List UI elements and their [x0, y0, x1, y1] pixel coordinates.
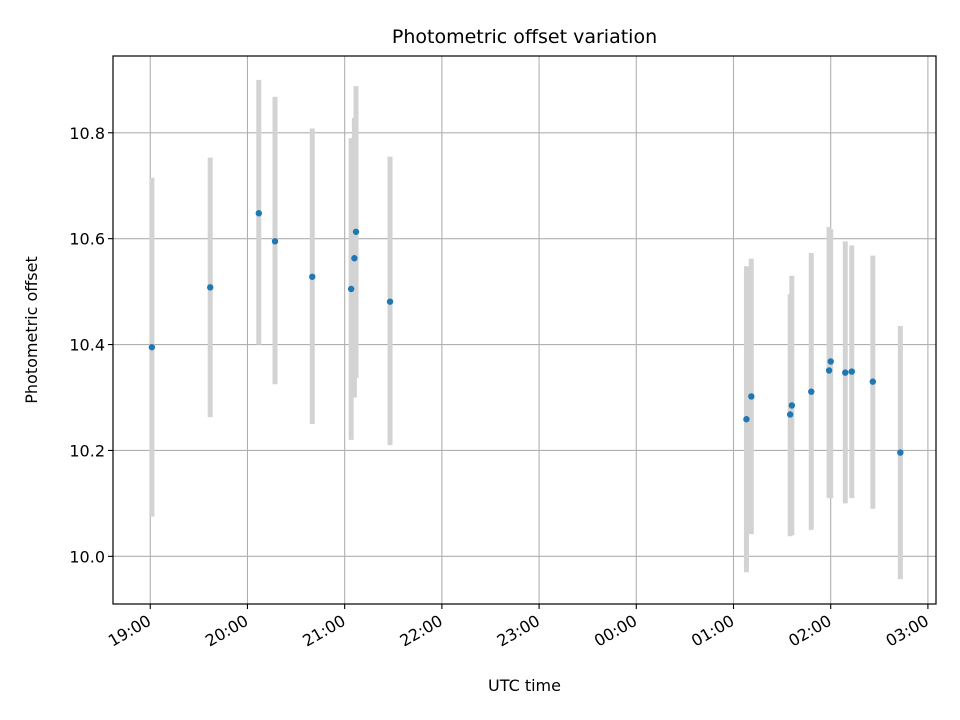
- plot-frame: [112, 55, 937, 605]
- data-point: [848, 368, 855, 375]
- chart-title: Photometric offset variation: [392, 26, 657, 48]
- data-point: [255, 210, 263, 217]
- x-axis-label: UTC time: [488, 676, 561, 695]
- data-points: [148, 210, 904, 456]
- data-point: [347, 285, 355, 293]
- y-axis: 10.0 10.2 10.4 10.6 10.8: [69, 124, 113, 566]
- y-tick-label: 10.0: [69, 547, 105, 566]
- data-point: [748, 393, 755, 400]
- y-tick-label: 10.4: [69, 336, 105, 355]
- data-point: [148, 344, 156, 351]
- data-point: [842, 369, 849, 376]
- data-point: [386, 298, 394, 305]
- data-point: [788, 402, 796, 409]
- y-tick-label: 10.6: [69, 230, 105, 249]
- data-point: [352, 228, 360, 235]
- data-point: [869, 378, 877, 385]
- data-point: [351, 255, 358, 262]
- data-point: [207, 284, 214, 291]
- y-axis-label: Photometric offset: [22, 256, 41, 404]
- data-point: [309, 273, 316, 280]
- y-tick-label: 10.8: [69, 124, 105, 143]
- data-point: [825, 367, 833, 374]
- grid: [113, 56, 936, 604]
- data-point: [827, 358, 834, 365]
- data-point: [786, 411, 794, 418]
- data-point: [897, 449, 904, 456]
- data-point: [743, 416, 750, 423]
- data-point: [808, 388, 815, 395]
- data-point: [271, 238, 279, 245]
- y-tick-label: 10.2: [69, 441, 105, 460]
